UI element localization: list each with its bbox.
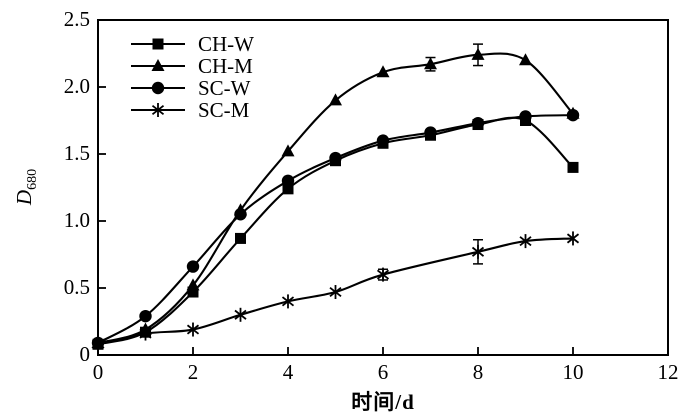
y-tick-label: 2.5 [63,7,90,31]
y-axis-label: D680 [12,126,42,248]
x-axis-label: 时间/d [351,390,415,414]
data-point-sc-m [281,296,295,307]
legend-label: SC-W [198,76,251,100]
data-point-sc-m [376,269,390,280]
data-point-ch-m [424,57,437,70]
asterisk-marker-icon [131,103,185,117]
legend-marker-square [152,38,164,50]
data-point-sc-w [234,208,247,221]
data-point-sc-m [234,309,247,320]
legend-item-sc-m: SC-M [130,99,254,121]
data-point-ch-w [187,286,199,298]
series-sc-w [91,108,580,350]
x-tick-label: 2 [187,360,199,384]
data-point-ch-w [330,155,341,167]
x-tick-label: 8 [472,360,484,384]
legend-label: SC-M [198,98,250,122]
data-point-sc-m [519,236,532,247]
legend: CH-W CH-M SC-W SC-M [130,33,254,121]
y-tick-label: 1.5 [63,141,90,165]
y-tick-label: 0 [79,342,91,366]
y-axis-label-subscript: 680 [25,168,41,190]
series-line-sc-m [97,237,574,346]
legend-marker-circle [151,81,165,95]
data-point-sc-w [139,309,152,323]
data-point-ch-m [329,93,342,106]
data-point-sc-m [471,246,485,257]
data-point-ch-m [281,144,295,157]
data-point-ch-w [567,161,579,173]
x-tick-label: 0 [92,360,104,384]
square-marker-icon [131,38,185,50]
circle-marker-icon [131,81,185,95]
data-point-ch-w [472,119,484,131]
x-tick-label: 4 [282,360,294,384]
data-point-sc-m [566,233,580,244]
legend-label: CH-M [198,54,253,78]
data-point-sc-m [186,324,200,335]
legend-marker-triangle [151,59,165,71]
x-tick-label: 10 [562,360,584,384]
data-point-ch-w [140,326,151,338]
series-line-sc-w [97,114,574,344]
data-point-ch-w [425,129,436,141]
x-tick-label: 12 [657,360,679,384]
data-point-ch-m [471,47,485,60]
data-point-sc-w [566,108,580,122]
legend-label: CH-W [198,32,254,56]
triangle-marker-icon [131,59,185,71]
data-point-ch-w [377,137,389,149]
data-point-ch-w [520,115,531,126]
y-tick-label: 2.0 [63,74,90,98]
data-point-ch-w [92,338,104,350]
data-point-ch-m [376,65,390,78]
legend-item-ch-m: CH-M [130,55,254,77]
legend-item-sc-w: SC-W [130,77,254,99]
data-point-sc-w [186,260,200,273]
data-point-ch-w [282,183,294,195]
series-sc-m [91,231,580,352]
data-point-ch-m [519,53,532,66]
legend-marker-star [151,104,165,116]
x-tick-label: 6 [377,360,389,384]
series-ch-w [92,115,579,350]
y-axis-label-symbol: D [12,189,36,206]
data-point-sc-m [329,287,342,298]
data-point-ch-w [235,232,246,244]
legend-item-ch-w: CH-W [130,33,254,55]
y-tick-label: 1.0 [63,208,90,232]
y-tick-label: 0.5 [63,275,90,299]
